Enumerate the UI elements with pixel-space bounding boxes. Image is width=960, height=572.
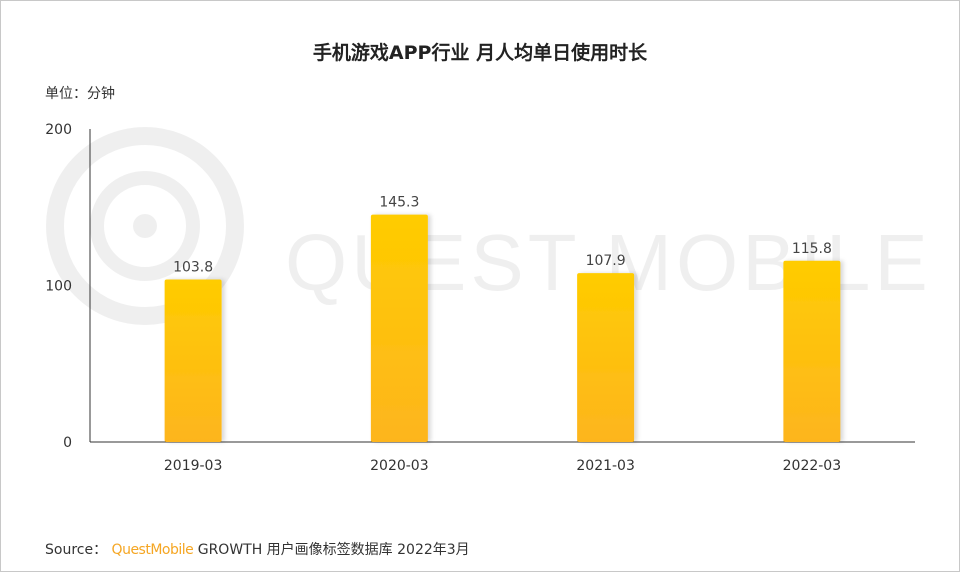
value-label: 115.8 xyxy=(792,241,832,257)
x-tick-label: 2021-03 xyxy=(576,458,635,474)
chart-title: 手机游戏APP行业 月人均单日使用时长 xyxy=(312,42,648,64)
y-tick-label: 200 xyxy=(45,122,72,138)
source-prefix: Source： xyxy=(45,542,108,558)
x-tick-label: 2019-03 xyxy=(164,458,223,474)
x-tick-label: 2022-03 xyxy=(783,458,842,474)
source-brand: QuestMobile xyxy=(111,542,194,558)
y-tick-label: 100 xyxy=(45,279,72,295)
value-label: 145.3 xyxy=(379,195,419,211)
source-note: Source： QuestMobile GROWTH 用户画像标签数据库 202… xyxy=(45,539,470,559)
bar xyxy=(164,279,222,442)
bar xyxy=(370,214,428,442)
value-label: 107.9 xyxy=(586,253,626,269)
bar xyxy=(783,260,841,442)
unit-label: 单位：分钟 xyxy=(45,86,115,102)
x-tick-label: 2020-03 xyxy=(370,458,429,474)
bar xyxy=(577,273,635,442)
y-tick-label: 0 xyxy=(63,435,72,451)
source-text: GROWTH 用户画像标签数据库 2022年3月 xyxy=(197,542,470,558)
value-label: 103.8 xyxy=(173,260,213,276)
